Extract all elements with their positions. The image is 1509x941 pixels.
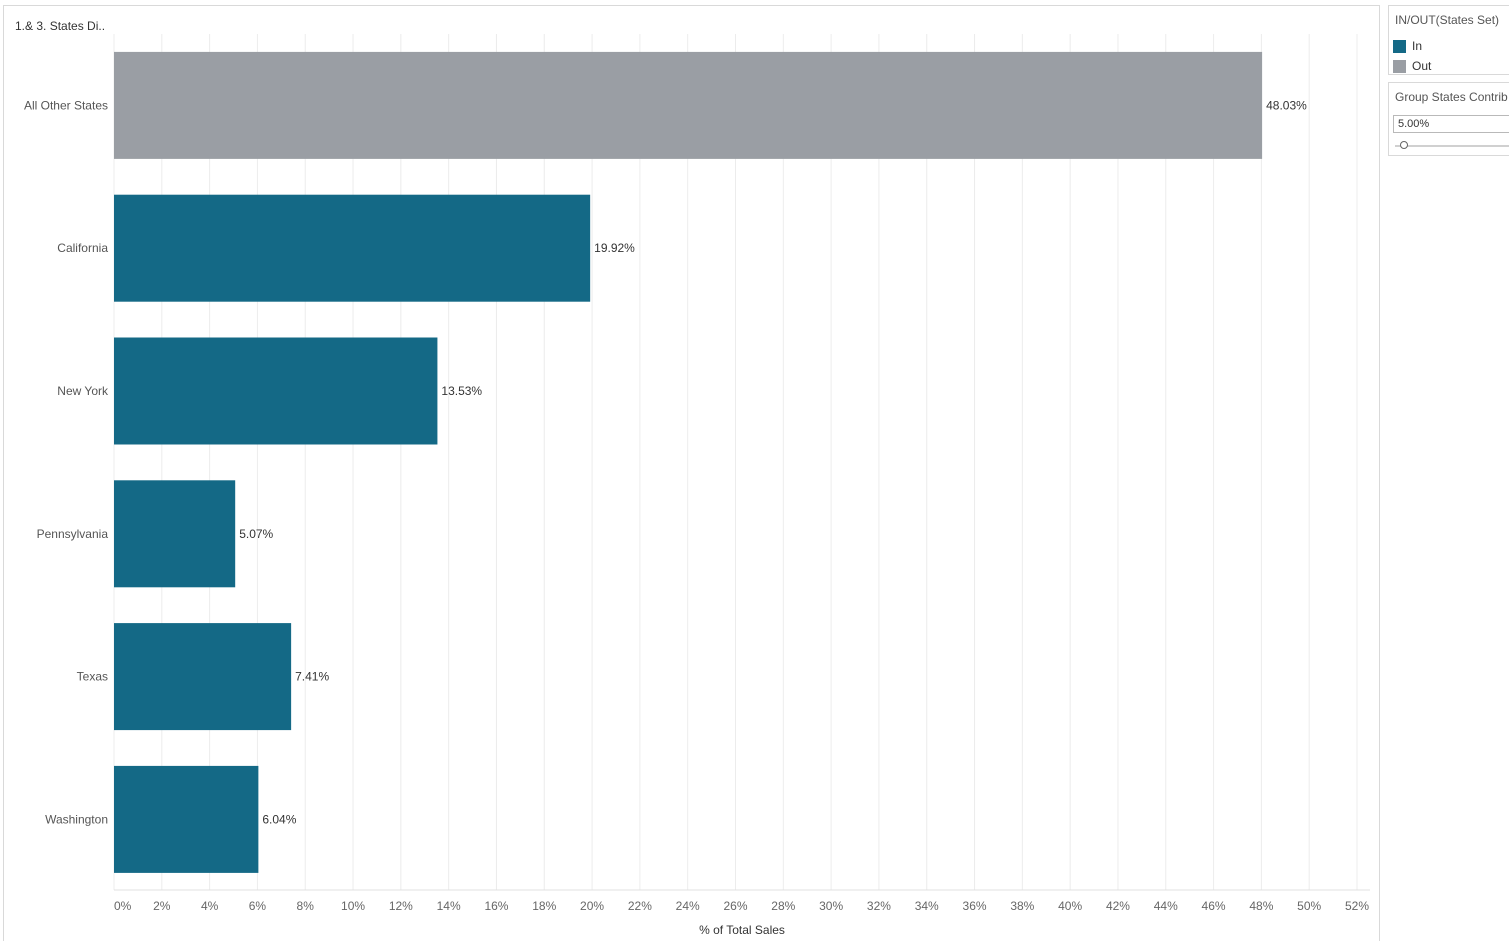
color-legend: IN/OUT(States Set) In Out: [1388, 5, 1509, 75]
parameter-slider-track[interactable]: [1395, 145, 1509, 147]
data-label: 48.03%: [1266, 98, 1307, 112]
x-tick-label: 24%: [676, 899, 700, 913]
legend-label-in: In: [1412, 39, 1423, 53]
parameter-control: Group States Contrib 5.00%: [1388, 82, 1509, 156]
x-tick-label: 6%: [249, 899, 267, 913]
x-tick-label: 8%: [297, 899, 315, 913]
x-tick-label: 38%: [1010, 899, 1034, 913]
x-tick-label: 20%: [580, 899, 604, 913]
data-label: 7.41%: [295, 670, 329, 684]
worksheet-title: 1.& 3. States Di..: [15, 19, 106, 33]
legend-item-out[interactable]: Out: [1393, 58, 1431, 74]
bar: [114, 623, 292, 731]
x-tick-label: 14%: [437, 899, 461, 913]
x-tick-label: 42%: [1106, 899, 1130, 913]
category-label: California: [57, 241, 108, 255]
x-tick-label: 0%: [114, 899, 132, 913]
x-tick-label: 30%: [819, 899, 843, 913]
x-tick-label: 2%: [153, 899, 171, 913]
x-axis-title: % of Total Sales: [699, 923, 785, 937]
category-label: Pennsylvania: [37, 527, 109, 541]
x-tick-label: 36%: [963, 899, 987, 913]
data-label: 13.53%: [441, 384, 482, 398]
x-tick-label: 4%: [201, 899, 219, 913]
x-tick-label: 10%: [341, 899, 365, 913]
x-tick-label: 22%: [628, 899, 652, 913]
parameter-slider-thumb[interactable]: [1400, 141, 1408, 149]
x-tick-label: 34%: [915, 899, 939, 913]
parameter-value-input[interactable]: 5.00%: [1393, 115, 1509, 133]
data-label: 19.92%: [594, 241, 635, 255]
bar-chart: 0% 2% 4% 6% 8% 10% 12% 14% 16% 18% 20% 22% 24% 26% 28%…: [24, 34, 1370, 937]
data-label: 5.07%: [239, 527, 273, 541]
x-tick-label: 40%: [1058, 899, 1082, 913]
bar: [114, 194, 591, 302]
x-tick-label: 32%: [867, 899, 891, 913]
parameter-title: Group States Contrib: [1395, 90, 1508, 104]
legend-label-out: Out: [1412, 59, 1432, 73]
legend-swatch-in: [1393, 39, 1406, 53]
x-tick-label: 12%: [389, 899, 413, 913]
x-tick-label: 46%: [1202, 899, 1226, 913]
bar: [114, 480, 236, 588]
bar: [114, 51, 1263, 159]
x-tick-label: 52%: [1345, 899, 1369, 913]
x-tick-label: 28%: [771, 899, 795, 913]
data-label: 6.04%: [262, 812, 296, 826]
category-label: Texas: [77, 670, 108, 684]
x-tick-label: 50%: [1297, 899, 1321, 913]
x-tick-label: 48%: [1249, 899, 1273, 913]
bar: [114, 337, 438, 445]
x-tick-label: 18%: [532, 899, 556, 913]
x-tick-label: 44%: [1154, 899, 1178, 913]
category-label: All Other States: [24, 98, 108, 112]
legend-item-in[interactable]: In: [1393, 38, 1422, 54]
legend-title: IN/OUT(States Set): [1395, 13, 1500, 27]
category-label: New York: [57, 384, 109, 398]
x-tick-label: 26%: [723, 899, 747, 913]
legend-swatch-out: [1393, 59, 1406, 73]
right-panel: IN/OUT(States Set) In Out Group States C…: [1386, 0, 1509, 941]
category-label: Washington: [45, 812, 108, 826]
x-tick-label: 16%: [484, 899, 508, 913]
bar: [114, 765, 259, 873]
